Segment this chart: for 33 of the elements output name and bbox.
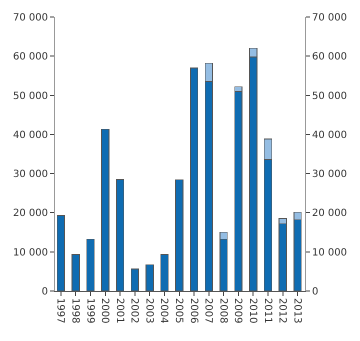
- y-tick-label: 70 000: [13, 12, 48, 24]
- y-tick-label: 30 000: [13, 169, 48, 180]
- y2-tick-label: 40 000: [312, 130, 347, 141]
- x-tick-label: 2000: [99, 298, 110, 324]
- x-tick-label: 2013: [291, 298, 302, 324]
- y2-tick-label: 20 000: [312, 208, 347, 220]
- x-tick-label: 2003: [143, 298, 154, 324]
- x-tick-label: 1997: [54, 298, 66, 324]
- x-tick-label: 2006: [188, 298, 199, 324]
- x-tick-label: 2007: [202, 298, 214, 324]
- y2-tick-label: 50 000: [312, 90, 347, 102]
- x-tick-label: 2012: [276, 298, 288, 324]
- x-tick-label: 1998: [69, 298, 80, 324]
- x-tick-label: 2010: [246, 298, 258, 324]
- y-tick-label: 0: [42, 286, 48, 298]
- y-tick-label: 10 000: [13, 247, 48, 258]
- x-tick-label: 2011: [262, 298, 273, 324]
- x-tick-label: 2008: [217, 298, 228, 324]
- x-tick-label: 2002: [128, 298, 140, 324]
- y2-tick-label: 10 000: [312, 247, 347, 258]
- x-tick-label: 2001: [114, 298, 125, 324]
- x-tick-label: 2005: [173, 298, 184, 324]
- x-tick-label: 1999: [84, 298, 96, 324]
- y-tick-label: 20 000: [13, 208, 48, 220]
- y-tick-label: 60 000: [13, 52, 48, 63]
- x-tick-label: 2009: [232, 298, 244, 324]
- y-tick-label: 40 000: [13, 130, 48, 141]
- y2-tick-label: 30 000: [312, 169, 347, 180]
- y-tick-label: 50 000: [13, 90, 48, 102]
- x-tick-label: 2004: [158, 298, 170, 324]
- y2-tick-label: 70 000: [312, 12, 347, 24]
- y2-tick-label: 0: [312, 286, 318, 298]
- y2-tick-label: 60 000: [312, 52, 347, 63]
